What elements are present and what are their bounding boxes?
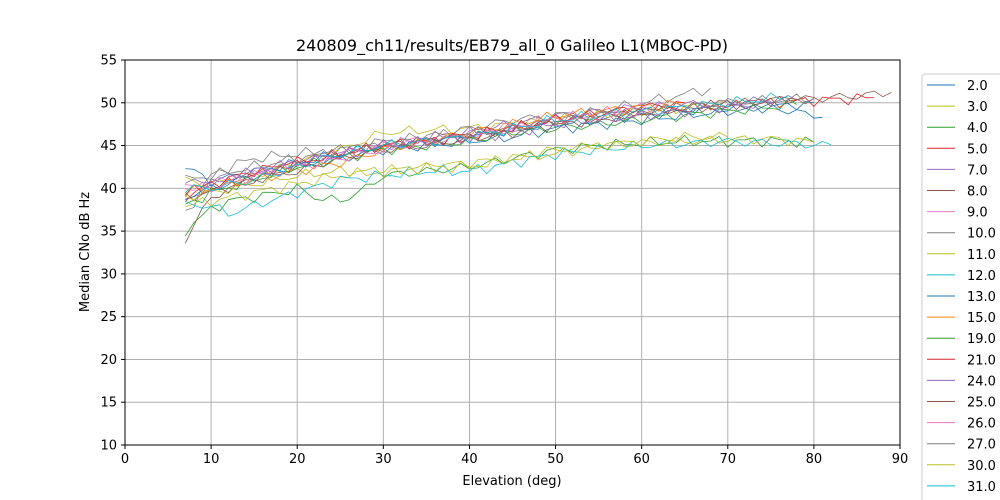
y-tick-label: 50 (100, 96, 117, 111)
y-tick-label: 30 (100, 267, 117, 282)
x-tick-label: 60 (633, 452, 650, 467)
series-line (185, 135, 815, 208)
legend-label: 9.0 (967, 206, 988, 221)
y-tick-label: 45 (100, 139, 117, 154)
x-tick-label: 0 (121, 452, 129, 467)
y-tick-label: 55 (100, 54, 117, 69)
legend-label: 5.0 (967, 142, 988, 157)
legend-label: 30.0 (967, 459, 996, 474)
legend-label: 15.0 (967, 311, 996, 326)
legend-label: 24.0 (967, 374, 996, 389)
y-axis-label: Median CNo dB Hz (78, 192, 93, 312)
plot-lines (184, 87, 892, 244)
legend-label: 3.0 (967, 100, 988, 115)
series-line (185, 98, 797, 205)
x-tick-label: 50 (547, 452, 564, 467)
legend-frame (921, 73, 1000, 500)
x-axis: 0 10 20 30 40 50 60 70 80 90 (121, 445, 908, 467)
y-tick-label: 35 (100, 225, 117, 240)
plot-frame (124, 59, 901, 446)
x-tick-label: 10 (203, 452, 220, 467)
y-tick-label: 15 (100, 396, 117, 411)
x-tick-label: 30 (375, 452, 392, 467)
series-line (185, 131, 728, 201)
legend-label: 25.0 (967, 396, 996, 411)
legend-label: 13.0 (967, 290, 996, 305)
x-tick-label: 20 (289, 452, 306, 467)
legend-items: 2.0 3.0 4.0 5.0 7.0 8.0 9.0 10.0 11.0 12.0 13.0 15.… (927, 79, 996, 495)
series-line (185, 99, 771, 184)
legend-label: 8.0 (967, 185, 988, 200)
y-tick-label: 25 (100, 310, 117, 325)
series-line (185, 110, 642, 193)
legend-label: 7.0 (967, 163, 988, 178)
legend-label: 12.0 (967, 269, 996, 284)
series-line (185, 93, 815, 180)
chart-title: 240809_ch11/results/EB79_all_0 Galileo L… (296, 36, 728, 56)
legend-label: 26.0 (967, 417, 996, 432)
y-tick-label: 20 (100, 353, 117, 368)
legend-label: 11.0 (967, 248, 996, 263)
y-tick-label: 10 (100, 439, 117, 454)
legend-label: 4.0 (967, 121, 988, 136)
series-line (185, 102, 823, 187)
legend-label: 2.0 (967, 79, 988, 94)
legend: 2.0 3.0 4.0 5.0 7.0 8.0 9.0 10.0 11.0 12.0 13.0 15.… (921, 73, 1000, 500)
legend-label: 10.0 (967, 227, 996, 242)
legend-label: 21.0 (967, 353, 996, 368)
x-tick-label: 70 (720, 452, 737, 467)
series-line (185, 96, 815, 201)
y-axis: 10 15 20 25 30 35 40 45 50 55 (100, 54, 125, 454)
x-tick-label: 90 (892, 452, 909, 467)
legend-label: 31.0 (967, 480, 996, 495)
x-axis-label: Elevation (deg) (462, 474, 561, 489)
x-tick-label: 40 (461, 452, 478, 467)
x-tick-label: 80 (806, 452, 823, 467)
legend-label: 27.0 (967, 438, 996, 453)
series-line (185, 92, 789, 193)
legend-label: 19.0 (967, 332, 996, 347)
y-tick-label: 40 (100, 182, 117, 197)
